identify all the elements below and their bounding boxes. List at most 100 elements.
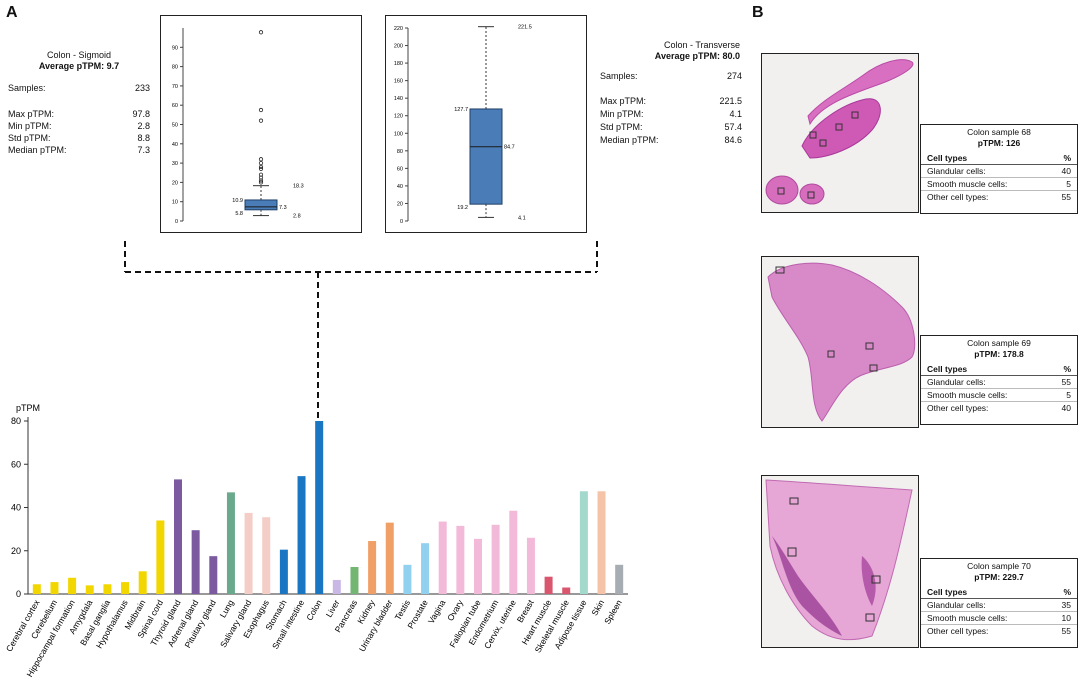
tissue-stain-70 [765, 479, 913, 641]
bar [544, 576, 553, 594]
q1-label: 5.8 [235, 211, 243, 217]
median-label: 84.7 [504, 145, 515, 151]
transverse-stat-samples: Samples: 274 [600, 71, 742, 82]
bar [491, 524, 500, 594]
iqr-box [244, 199, 278, 211]
stat-label: Median pTPM: [8, 145, 67, 155]
cell-type-label: Smooth muscle cells: [921, 611, 1048, 625]
box-y-tick-label: 180 [394, 61, 403, 67]
cell-type-value: 55 [1061, 192, 1071, 202]
cell-type-table: Cell types% Glandular cells: 40 Smooth mu… [921, 152, 1077, 203]
box-y-tick-label: 220 [394, 26, 403, 32]
tissue-fragment [767, 262, 916, 422]
bar [209, 556, 218, 594]
tissue-fragment [799, 183, 825, 205]
cell-type-label: Glandular cells: [921, 164, 1048, 178]
transverse-name: Colon - Transverse [663, 40, 740, 50]
q3-label: 10.9 [232, 198, 243, 204]
bar [279, 549, 288, 594]
box-y-tick-label: 80 [172, 65, 178, 71]
bar [121, 582, 130, 594]
cell-type-label: Smooth muscle cells: [921, 388, 1048, 402]
tissue-fragment [765, 175, 799, 205]
bar [315, 421, 324, 594]
bar [138, 571, 147, 594]
cell-type-label: Other cell types: [927, 626, 989, 636]
median-label: 7.3 [279, 205, 287, 211]
sample-ptpm: pTPM: 229.7 [974, 572, 1024, 582]
sample-title: Colon sample 69 [967, 338, 1031, 348]
whisker-low-label: 2.8 [293, 214, 301, 220]
bar [244, 512, 253, 594]
box-y-tick-label: 60 [172, 103, 178, 109]
outlier-point [258, 107, 264, 113]
stat-label: Max pTPM: [8, 109, 55, 119]
outlier-point [258, 178, 264, 183]
sample-ptpm: pTPM: 126 [977, 138, 1021, 148]
sample-marker [807, 191, 815, 199]
box-y-tick-label: 20 [172, 180, 178, 186]
box-y-tick-label: 40 [397, 184, 403, 190]
cell-type-value: 10 [1047, 611, 1077, 625]
stat-value: 274 [726, 71, 742, 81]
tissue-stain-69 [767, 262, 916, 422]
box-y-tick-label: 50 [172, 123, 178, 129]
cell-type-value: 5 [1047, 177, 1077, 191]
sample-marker [775, 266, 785, 274]
cell-type-value: 55 [1047, 375, 1077, 389]
sample-marker [777, 187, 785, 195]
sigmoid-stat-samples: Samples: 233 [8, 83, 150, 94]
sample-marker [865, 613, 875, 622]
stat-label: Max pTPM: [600, 96, 647, 106]
table-header: Cell types [921, 586, 1048, 599]
box-y-tick-label: 0 [400, 219, 403, 225]
bar [262, 517, 271, 594]
outlier-point [258, 164, 264, 170]
table-header: Cell types [921, 363, 1048, 376]
tissue-image-69 [761, 256, 919, 428]
table-header: % [1047, 152, 1077, 165]
stat-value: 97.8 [132, 109, 150, 119]
sample-title: Colon sample 68 [967, 127, 1031, 137]
bar [226, 492, 235, 594]
transverse-stat-median: Median pTPM: 84.6 [600, 135, 742, 146]
y-tick-label: 40 [11, 503, 21, 513]
bar [332, 579, 341, 594]
box-y-tick-label: 20 [397, 201, 403, 207]
bar [103, 584, 112, 594]
bar [526, 537, 535, 594]
outlier-point [258, 175, 264, 180]
sample-marker [871, 575, 881, 584]
tissue-fragment [861, 556, 876, 606]
box-y-tick-label: 200 [394, 44, 403, 50]
box-y-tick-label: 0 [175, 219, 178, 225]
sample-marker [869, 364, 878, 372]
table-header: % [1047, 586, 1077, 599]
sigmoid-stats: Colon - Sigmoid Average pTPM: 9.7 Sample… [8, 50, 150, 166]
cell-type-value: 40 [1047, 164, 1077, 178]
sample-title: Colon sample 70 [967, 561, 1031, 571]
sample-card-70: Colon sample 70 pTPM: 229.7 Cell types% G… [920, 558, 1078, 648]
sample-marker [809, 131, 817, 139]
table-header: Cell types [921, 152, 1048, 165]
bar [615, 564, 624, 594]
dashed-connector [124, 241, 598, 420]
panel-a-label: A [6, 4, 18, 21]
outlier-point [258, 118, 264, 123]
whisker-low-label: 4.1 [518, 215, 526, 221]
transverse-stat-std: Std pTPM: 57.4 [600, 122, 742, 133]
stat-value: 84.6 [724, 135, 742, 145]
bar [579, 491, 588, 594]
stat-label: Std pTPM: [600, 122, 643, 132]
bar [509, 510, 518, 594]
y-tick-label: 80 [11, 416, 21, 426]
bar [385, 522, 394, 594]
x-tick-label: Liver [324, 598, 342, 619]
stat-value: 4.1 [729, 109, 742, 119]
stat-value: 2.8 [137, 121, 150, 131]
outlier-point [258, 161, 264, 166]
cell-type-label: Glandular cells: [921, 598, 1048, 612]
transverse-stat-max: Max pTPM: 221.5 [600, 96, 742, 107]
sigmoid-boxplot-frame: 0 10 20 30 40 50 60 70 80 90 18.3 2.8 7.3 10.9 5.8 [160, 15, 362, 233]
sample-ptpm: pTPM: 178.8 [974, 349, 1024, 359]
